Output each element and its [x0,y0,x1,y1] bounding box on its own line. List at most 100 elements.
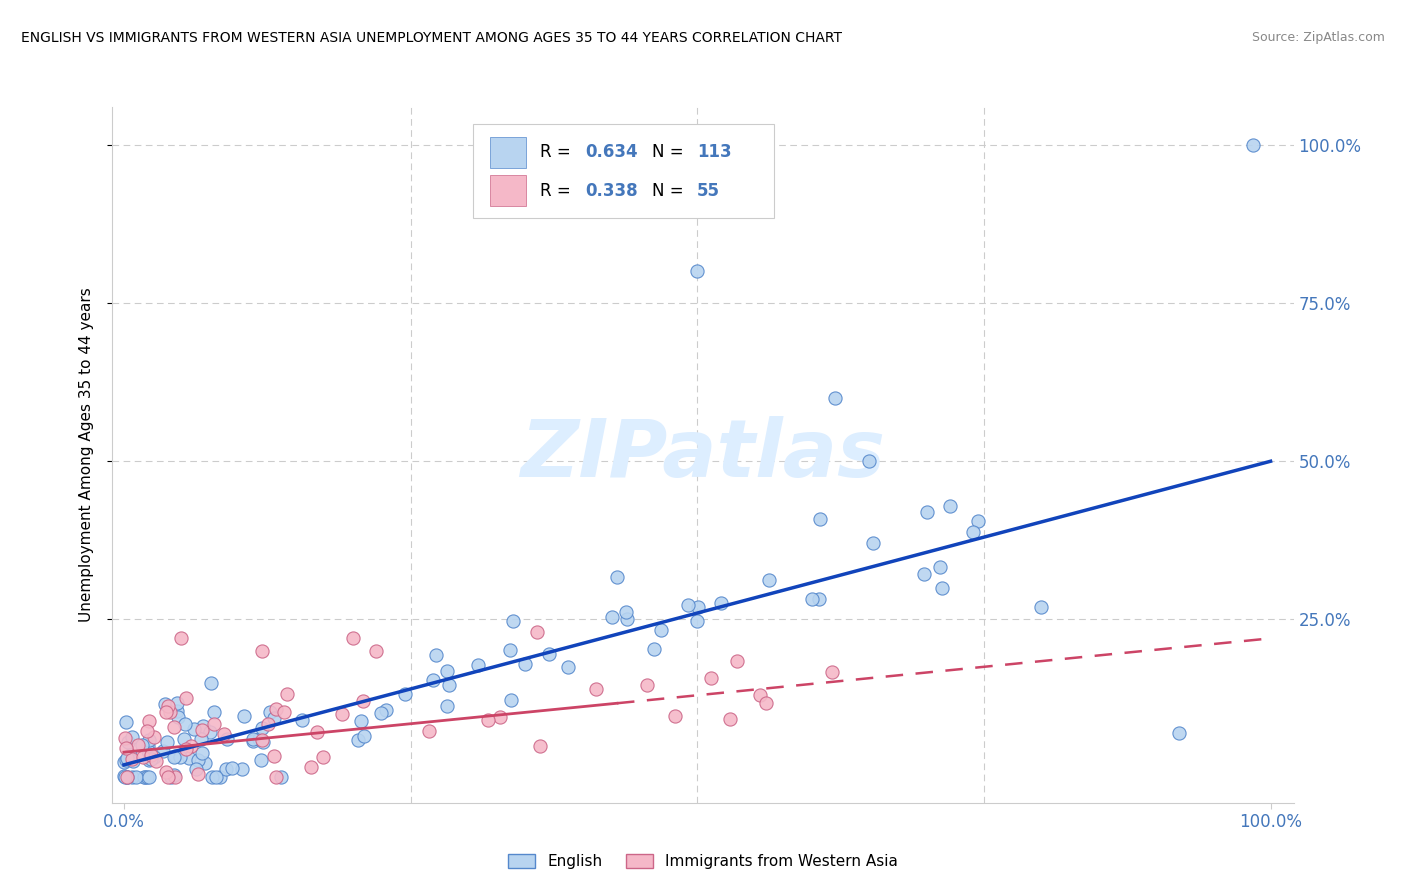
Point [145,754,167,768]
Point [212,727,235,741]
Point [166,696,188,710]
Point [138,733,160,747]
Point [422,673,444,687]
Point [221,760,243,774]
Point [938,499,960,513]
Point [342,632,364,646]
Point [299,760,322,774]
Text: N =: N = [652,182,689,200]
Point [394,687,416,701]
Point [312,750,335,764]
Point [183,722,205,736]
Point [115,771,138,785]
Point [191,723,214,737]
Point [165,748,187,763]
Point [190,732,212,747]
Point [502,614,524,628]
Point [636,678,658,692]
Text: 0.634: 0.634 [585,144,637,161]
Point [259,705,281,719]
Point [242,732,264,747]
Point [1167,726,1189,740]
Point [117,734,139,748]
Point [436,699,458,714]
Point [200,724,222,739]
Point [136,739,159,753]
Legend: English, Immigrants from Western Asia: English, Immigrants from Western Asia [502,848,904,875]
Point [425,648,447,663]
Point [748,688,770,702]
Point [170,632,193,646]
Point [184,762,207,776]
Point [515,657,537,672]
Point [115,753,138,767]
Point [231,762,253,776]
Text: R =: R = [540,144,576,161]
Point [125,771,148,785]
Point [242,733,264,747]
Point [439,678,461,692]
Point [169,749,191,764]
Point [250,733,273,747]
Point [755,696,778,710]
Point [600,609,623,624]
Point [202,705,225,719]
Point [912,567,935,582]
Point [862,535,884,549]
Point [174,742,197,756]
Y-axis label: Unemployment Among Ages 35 to 44 years: Unemployment Among Ages 35 to 44 years [79,287,94,623]
Point [120,747,142,762]
Point [132,750,155,764]
Point [177,751,200,765]
Point [115,771,138,785]
Point [191,746,214,760]
Point [142,750,165,764]
Point [686,264,709,278]
Point [215,762,238,776]
Point [375,703,398,717]
Point [915,505,938,519]
Text: ENGLISH VS IMMIGRANTS FROM WESTERN ASIA UNEMPLOYMENT AMONG AGES 35 TO 44 YEARS C: ENGLISH VS IMMIGRANTS FROM WESTERN ASIA … [21,31,842,45]
Point [366,644,388,658]
Point [962,525,984,540]
Text: N =: N = [652,144,689,161]
Point [276,687,298,701]
Point [138,771,160,785]
Point [136,724,159,739]
Point [136,771,159,785]
Point [202,717,225,731]
Point [114,731,136,745]
Point [201,771,224,785]
Point [821,665,844,680]
Point [291,713,314,727]
Point [187,766,209,780]
Point [1241,138,1264,153]
Point [529,739,551,753]
Point [155,735,177,749]
Point [114,771,136,785]
Point [114,715,136,730]
Point [180,739,202,753]
Point [139,748,162,763]
Point [193,756,215,771]
Point [138,753,160,767]
Point [136,744,159,758]
Point [650,624,672,638]
Point [174,717,197,731]
Point [264,771,287,785]
Point [163,750,186,764]
Point [928,560,950,574]
Point [350,714,373,728]
Point [159,771,181,785]
Point [121,771,143,785]
Text: 55: 55 [697,182,720,200]
Point [157,698,180,713]
Point [808,592,831,607]
Point [173,731,195,746]
Point [174,690,197,705]
Point [205,771,228,785]
Point [233,708,256,723]
Point [352,694,374,708]
Point [557,660,579,674]
Point [159,705,181,719]
